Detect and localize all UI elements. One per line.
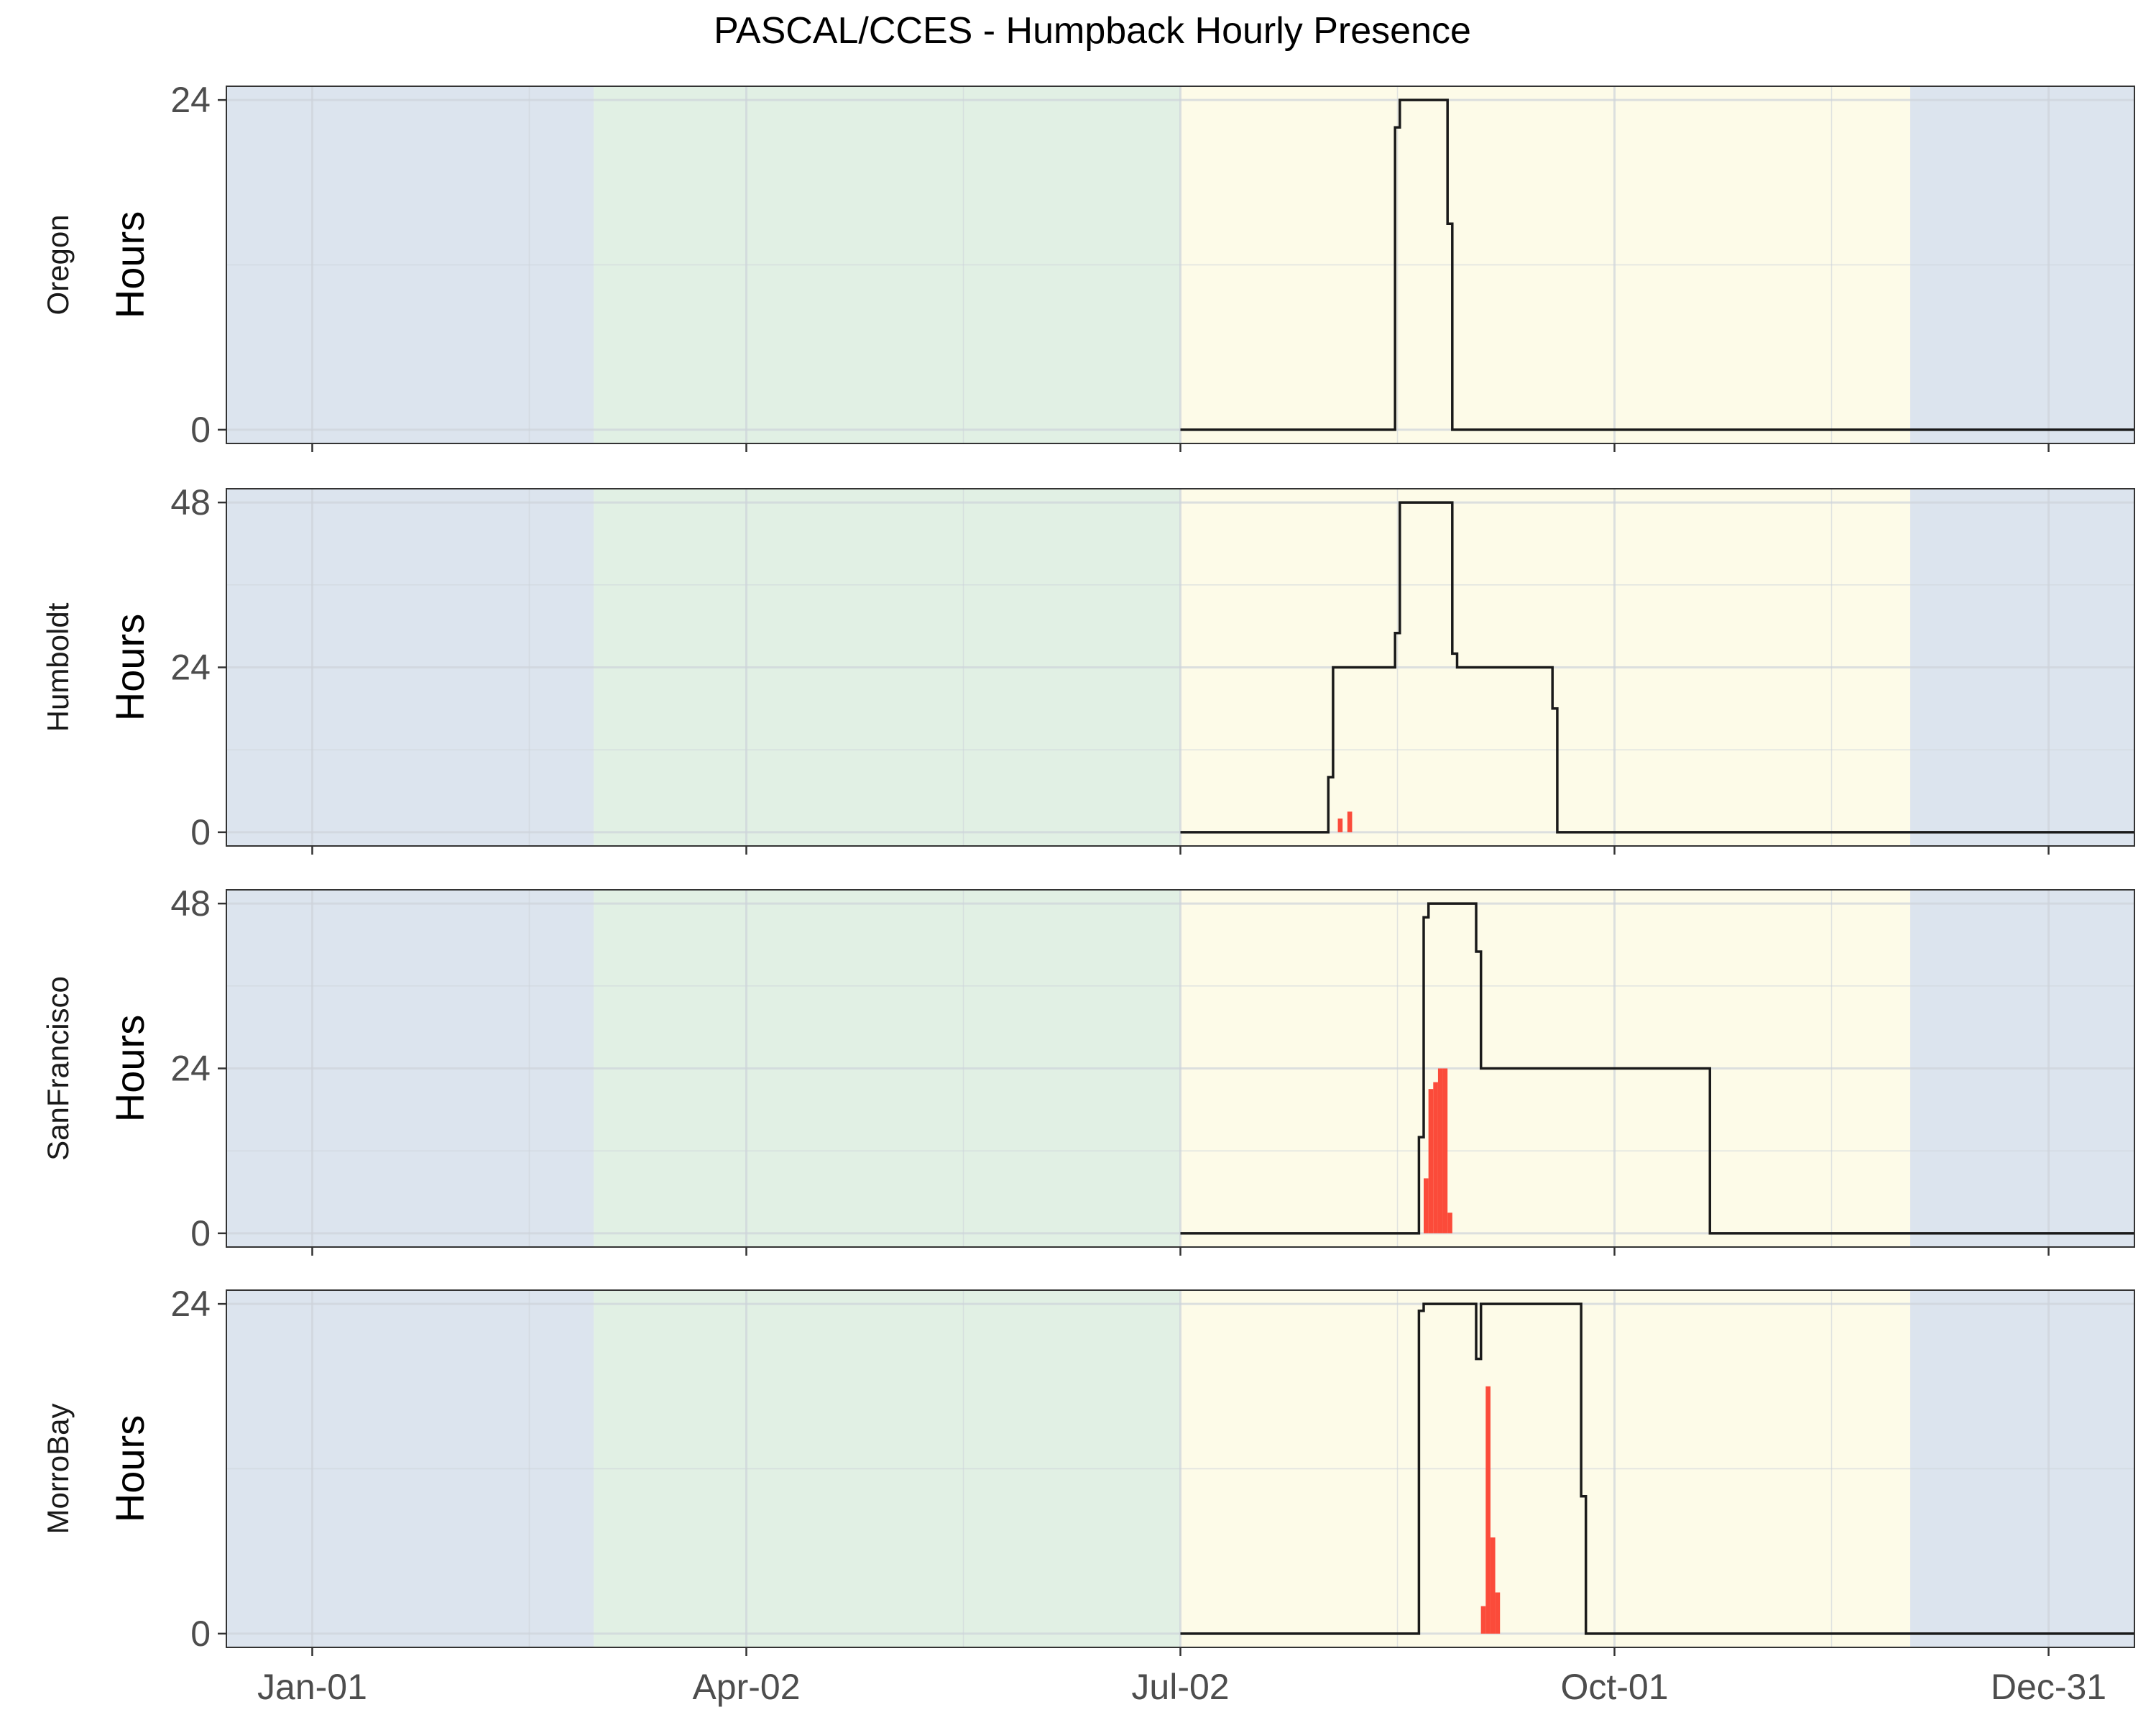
y-tick-label: 24 [170, 1284, 211, 1324]
presence-bar [1442, 1068, 1448, 1233]
chart-title: PASCAL/CCES - Humpback Hourly Presence [714, 10, 1471, 52]
presence-bar [1485, 1386, 1491, 1634]
presence-bar [1437, 1068, 1443, 1233]
presence-bar [1495, 1592, 1501, 1634]
presence-bar [1433, 1082, 1438, 1233]
facet-label-Oregon: Oregon [41, 214, 75, 315]
x-axis: Jan-01 Apr-02 Jul-02 Oct-01 Dec-31 [257, 1667, 2106, 1707]
x-tick-label: Jan-01 [257, 1667, 367, 1707]
y-tick-label: 48 [170, 482, 211, 523]
panel-plot-area [226, 86, 2134, 443]
y-tick-label: 0 [190, 812, 211, 852]
y-axis-title: Hours [107, 614, 152, 721]
presence-bar [1424, 1178, 1429, 1233]
y-tick-label: 0 [190, 1213, 211, 1254]
panel-MorroBay: 0 24 Hours MorroBay [41, 1284, 2135, 1656]
y-tick-label: 48 [170, 883, 211, 924]
y-axis-title: Hours [107, 1015, 152, 1122]
facet-label-MorroBay: MorroBay [41, 1403, 75, 1534]
presence-bar [1347, 811, 1353, 832]
presence-bar [1490, 1537, 1496, 1634]
facet-label-Humboldt: Humboldt [41, 602, 75, 732]
presence-step-line [1180, 98, 2134, 431]
panel-plot-area [226, 489, 2134, 846]
panel-plot-area [226, 1290, 2134, 1647]
y-axis-title: Hours [107, 211, 152, 318]
y-tick-label: 24 [170, 1049, 211, 1089]
facet-label-SanFrancisco: SanFrancisco [41, 976, 75, 1161]
y-tick-label: 0 [190, 410, 211, 450]
x-tick-label: Apr-02 [692, 1667, 800, 1707]
presence-step-line [1180, 501, 2134, 834]
presence-bar [1447, 1213, 1452, 1233]
x-tick-label: Dec-31 [1991, 1667, 2106, 1707]
panel-SanFrancisco: 0 24 48 Hours SanFrancisco [41, 883, 2135, 1256]
y-tick-label: 0 [190, 1614, 211, 1654]
presence-bar [1428, 1089, 1434, 1233]
presence-step-line [1180, 902, 2134, 1235]
x-tick-label: Oct-01 [1560, 1667, 1668, 1707]
presence-bar [1480, 1606, 1486, 1634]
panels-group: 0 24 Hours Oregon 0 24 48 Hours Humboldt 0 24 48 Hou… [41, 80, 2135, 1656]
x-tick-label: Jul-02 [1131, 1667, 1229, 1707]
panel-Humboldt: 0 24 48 Hours Humboldt [41, 482, 2135, 855]
panel-Oregon: 0 24 Hours Oregon [41, 80, 2135, 452]
panel-plot-area [226, 890, 2134, 1247]
y-tick-label: 24 [170, 80, 211, 120]
presence-bar [1337, 818, 1343, 832]
y-axis-title: Hours [107, 1415, 152, 1522]
y-tick-label: 24 [170, 648, 211, 688]
presence-step-line [1180, 1302, 2134, 1635]
